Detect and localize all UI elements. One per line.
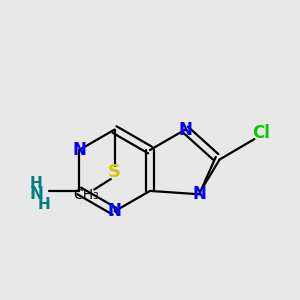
Text: N: N — [108, 202, 122, 220]
Text: CH₃: CH₃ — [73, 188, 99, 202]
Text: N: N — [72, 141, 86, 159]
Text: N: N — [29, 184, 43, 202]
Text: Cl: Cl — [252, 124, 270, 142]
Text: H: H — [30, 176, 43, 191]
Text: N: N — [178, 121, 192, 139]
Text: N: N — [192, 185, 206, 203]
Text: H: H — [38, 197, 51, 212]
Text: S: S — [108, 164, 121, 181]
